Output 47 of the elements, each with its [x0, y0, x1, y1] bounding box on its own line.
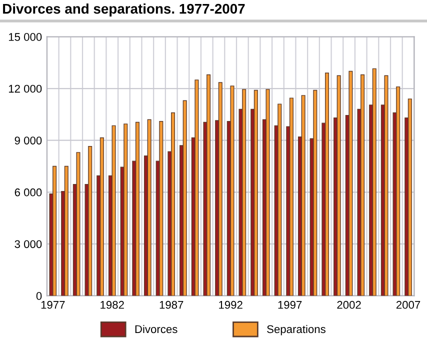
- y-tick-label: 3 000: [14, 240, 42, 248]
- bar: [112, 125, 116, 296]
- bar: [100, 137, 104, 296]
- bar: [336, 75, 341, 296]
- legend-label: Separations: [267, 324, 326, 336]
- bar: [313, 90, 318, 296]
- bar: [408, 98, 412, 296]
- bar: [194, 80, 199, 296]
- bar: [218, 82, 222, 296]
- x-tick-label: 1982: [100, 300, 124, 309]
- bar: [147, 119, 152, 296]
- bar: [206, 74, 211, 296]
- bar: [254, 90, 258, 296]
- bar: [242, 89, 246, 296]
- y-tick-label: 9 000: [14, 136, 42, 144]
- bar: [278, 104, 282, 296]
- x-tick-label: 1987: [160, 300, 184, 309]
- bar: [88, 146, 92, 296]
- bar: [230, 86, 234, 296]
- x-tick-label: 2002: [337, 300, 361, 309]
- bar: [76, 152, 80, 296]
- y-tick-label: 12 000: [8, 84, 42, 93]
- bar: [266, 89, 270, 296]
- chart-title: Divorces and separations. 1977-2007: [3, 4, 245, 16]
- legend-label: Divorces: [135, 324, 178, 334]
- bar: [159, 121, 164, 296]
- y-tick-label: 6 000: [14, 188, 42, 196]
- bar: [135, 122, 140, 296]
- x-tick-label: 1992: [219, 300, 242, 309]
- bar: [348, 70, 353, 296]
- bar: [360, 74, 365, 296]
- y-tick-label: 15 000: [8, 33, 42, 41]
- y-tick-label: 0: [36, 292, 42, 300]
- x-tick-label: 1977: [41, 300, 65, 309]
- bar: [182, 100, 187, 296]
- bar: [52, 166, 57, 296]
- x-tick-label: 2007: [396, 300, 420, 309]
- bar: [396, 86, 400, 296]
- bar: [124, 124, 128, 296]
- bar: [384, 75, 388, 296]
- bar: [301, 95, 306, 296]
- bar: [324, 72, 330, 296]
- x-tick-label: 1997: [278, 300, 302, 309]
- bar: [372, 68, 376, 296]
- bar: [171, 112, 176, 296]
- bar: [289, 98, 294, 296]
- bar: [64, 166, 68, 296]
